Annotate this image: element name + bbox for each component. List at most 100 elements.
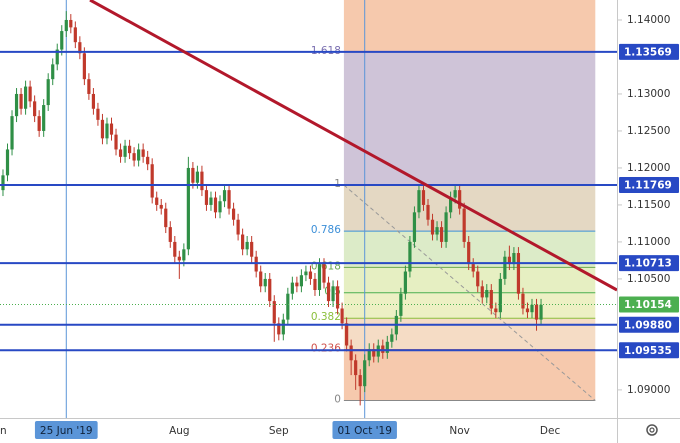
candle-body (55, 49, 59, 65)
candle-body (28, 86, 32, 102)
candle-body (204, 190, 209, 205)
gear-hub[interactable] (649, 427, 655, 433)
candle-body (512, 253, 516, 265)
candle-body (358, 375, 362, 387)
candle-body (91, 93, 96, 109)
level-price-box (619, 255, 679, 272)
candle-body (87, 79, 91, 94)
fib-band (343, 318, 596, 350)
candle-body (354, 360, 358, 376)
candle-body (73, 27, 77, 43)
candle-body (236, 219, 240, 235)
candle-body (19, 93, 23, 109)
candle-body (1, 175, 5, 191)
candle-body (268, 278, 272, 302)
candle-body (222, 190, 227, 202)
candle-body (259, 271, 263, 287)
candle-body (168, 227, 172, 242)
candle-body (308, 271, 313, 279)
candle-body (37, 116, 41, 131)
candle-body (313, 278, 317, 291)
fib-band (343, 51, 596, 186)
candle-body (127, 145, 132, 154)
candle-body (507, 256, 511, 265)
candle-body (46, 79, 50, 106)
candle-body (105, 123, 109, 139)
candle-body (471, 264, 475, 272)
candle-body (10, 116, 14, 150)
candle-body (277, 323, 281, 335)
y-tick-label: 1.12500 (627, 125, 670, 137)
candle-body (137, 149, 141, 161)
candle-body (263, 278, 267, 287)
level-price-box (619, 43, 679, 60)
candle-body (64, 19, 68, 32)
y-tick-label: 1.12000 (627, 162, 670, 174)
candle-body (231, 208, 236, 220)
fib-level-label: 0.382 (311, 311, 341, 323)
y-tick-label: 1.10500 (627, 273, 670, 285)
level-price-label: 1.11769 (624, 180, 672, 192)
candle-body (109, 123, 114, 135)
candle-body (476, 271, 480, 287)
candle-body (60, 31, 64, 50)
candle-body (326, 282, 331, 302)
candle-body (281, 319, 285, 335)
candle-body (516, 253, 521, 294)
candle-body (132, 153, 136, 161)
candle-body (299, 275, 304, 287)
candle-body (449, 197, 453, 213)
candle-body (421, 190, 426, 205)
candle-body (399, 293, 403, 316)
candle-body (430, 219, 435, 235)
settings-icon[interactable] (646, 424, 658, 436)
candle-body (286, 293, 290, 320)
candle-body (412, 212, 417, 242)
candle-body (408, 241, 412, 272)
candle-body (200, 171, 204, 191)
candle-body (403, 271, 407, 294)
x-tick-label: Aug (169, 425, 190, 437)
candle-body (227, 190, 231, 209)
candle-body (534, 304, 539, 320)
candle-body (539, 304, 543, 320)
candle-body (241, 234, 245, 250)
candle-body (164, 208, 168, 228)
candle-body (96, 108, 100, 120)
fib-level-label: 0 (334, 394, 341, 406)
candle-body (182, 249, 186, 261)
candle-body (444, 212, 448, 242)
candle-body (525, 308, 530, 313)
y-tick-label: 1.11500 (627, 199, 670, 211)
candle-body (114, 134, 118, 150)
fib-level-label: 0.236 (311, 343, 341, 355)
candle-body (272, 301, 276, 324)
candle-body (367, 349, 371, 361)
candle-body (69, 19, 73, 28)
level-price-label: 1.10713 (624, 258, 672, 270)
x-tick-label: 01 Oct '19 (337, 425, 391, 437)
time-axis (0, 418, 617, 443)
candle-body (14, 93, 19, 117)
candle-body (439, 227, 444, 242)
candle-body (82, 53, 86, 80)
x-tick-label: Nov (449, 425, 470, 437)
candle-body (213, 197, 218, 213)
candle-body (141, 149, 145, 157)
candle-body (340, 308, 344, 324)
gear-ring[interactable] (646, 424, 658, 436)
level-price-box (619, 177, 679, 194)
candle-body (159, 204, 163, 209)
y-tick-label: 1.09000 (627, 384, 670, 396)
candle-body (195, 171, 200, 183)
level-price-box (619, 342, 679, 359)
candle-body (498, 278, 502, 313)
candle-body (390, 334, 394, 342)
candle-body (191, 167, 195, 183)
last-price-label: 1.10154 (624, 299, 672, 311)
fib-extension-band (343, 0, 596, 52)
candle-body (150, 164, 154, 198)
level-price-label: 1.09880 (624, 319, 672, 331)
